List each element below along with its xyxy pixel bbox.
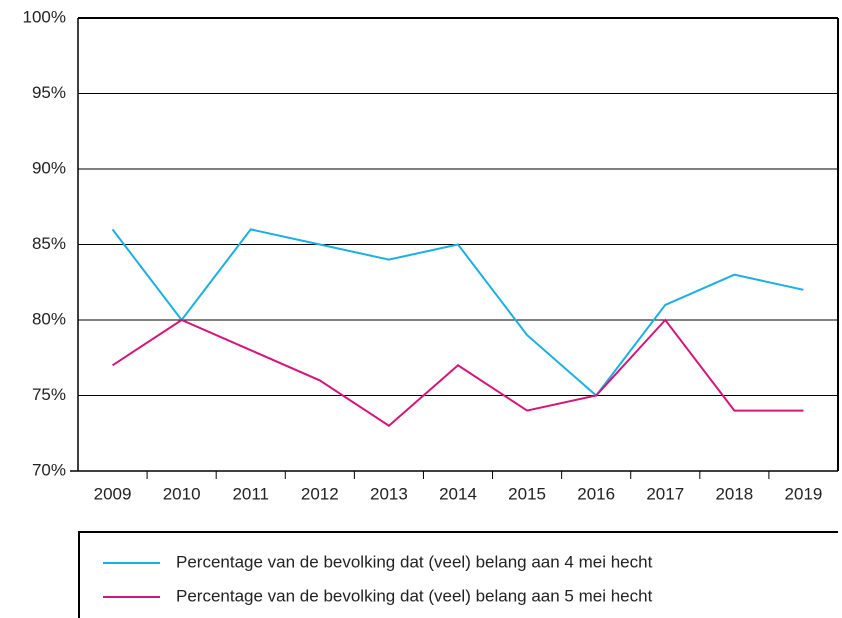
y-tick-label: 80% [32, 309, 66, 328]
y-tick-label: 70% [32, 460, 66, 479]
y-tick-label: 95% [32, 83, 66, 102]
series-line [111, 228, 804, 397]
x-tick-label: 2010 [163, 484, 201, 503]
x-tick-label: 2014 [439, 484, 477, 503]
x-tick-label: 2019 [785, 484, 823, 503]
legend-label: Percentage van de bevolking dat (veel) b… [176, 586, 653, 605]
y-tick-label: 100% [23, 7, 66, 26]
series-line [111, 318, 804, 427]
x-tick-label: 2013 [370, 484, 408, 503]
x-tick-label: 2015 [508, 484, 546, 503]
x-tick-label: 2012 [301, 484, 339, 503]
x-tick-label: 2018 [715, 484, 753, 503]
legend-label: Percentage van de bevolking dat (veel) b… [176, 552, 653, 571]
x-tick-label: 2009 [94, 484, 132, 503]
y-tick-label: 90% [32, 158, 66, 177]
y-tick-label: 75% [32, 385, 66, 404]
x-tick-label: 2011 [232, 484, 269, 503]
x-tick-label: 2016 [577, 484, 615, 503]
y-tick-label: 85% [32, 234, 66, 253]
x-tick-label: 2017 [646, 484, 684, 503]
